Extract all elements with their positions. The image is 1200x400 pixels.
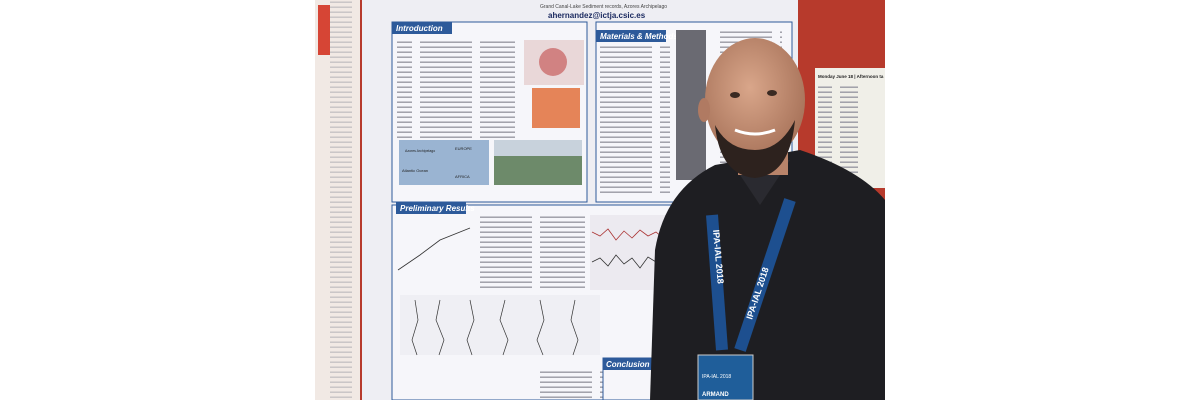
svg-text:Grand Canal-Lake Sediment reco: Grand Canal-Lake Sediment records, Azore… (540, 4, 667, 10)
section-header: Conclusion (606, 360, 650, 369)
map-label: EUROPE (455, 146, 472, 151)
lanyard-text: IPA-IAL 2018 (711, 229, 726, 284)
map-label: Azores Archipelago (405, 149, 435, 153)
badge-event: IPA-IAL 2018 (702, 374, 731, 380)
side-poster-title: Monday June 18 | Afternoon ta (818, 74, 884, 79)
section-header: Introduction (396, 24, 443, 33)
badge (697, 354, 754, 400)
email: ahernandez@ictja.csic.es (548, 11, 646, 20)
section-header: Preliminary Results (400, 204, 475, 213)
scene: Grand Canal-Lake Sediment records, Azore… (315, 0, 885, 400)
section-header: Materials & Methods (600, 32, 678, 41)
badge-name: ARMAND (702, 392, 729, 398)
map-label: AFRICA (455, 174, 470, 179)
map-label: Atlantic Ocean (402, 168, 428, 173)
